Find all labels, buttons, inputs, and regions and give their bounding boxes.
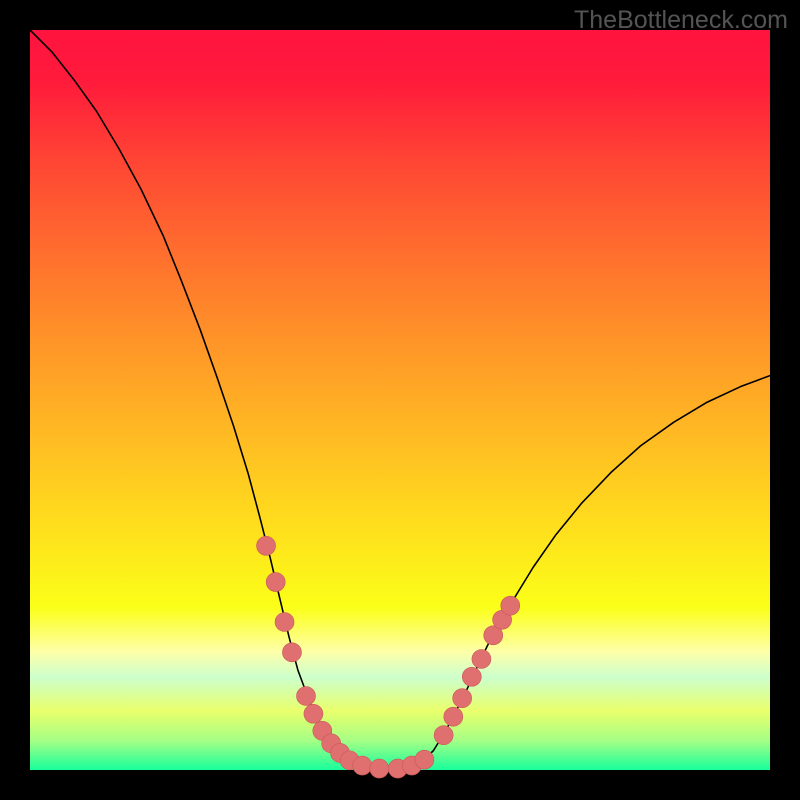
highlight-marker	[282, 643, 301, 662]
highlight-marker	[462, 667, 481, 686]
highlight-marker	[472, 650, 491, 669]
highlight-marker	[434, 726, 453, 745]
chart-background	[30, 30, 770, 770]
highlight-marker	[297, 687, 316, 706]
highlight-marker	[275, 613, 294, 632]
highlight-marker	[266, 573, 285, 592]
highlight-marker	[257, 536, 276, 555]
highlight-marker	[353, 756, 372, 775]
highlight-marker	[501, 596, 520, 615]
highlight-marker	[304, 704, 323, 723]
bottleneck-chart	[0, 0, 800, 800]
highlight-marker	[453, 689, 472, 708]
highlight-marker	[415, 750, 434, 769]
watermark-text: TheBottleneck.com	[574, 6, 788, 35]
highlight-marker	[370, 759, 389, 778]
highlight-marker	[444, 707, 463, 726]
